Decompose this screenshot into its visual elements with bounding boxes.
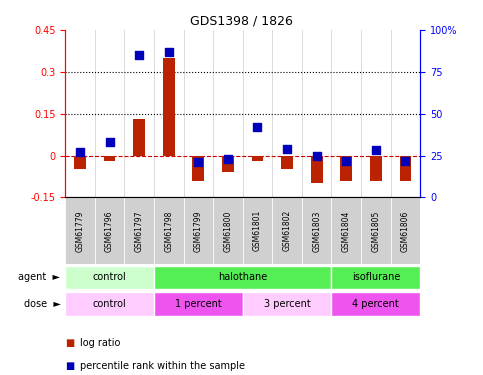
Bar [65, 266, 154, 289]
Text: ■: ■ [65, 338, 74, 348]
FancyBboxPatch shape [154, 197, 184, 264]
Text: agent  ►: agent ► [18, 272, 60, 282]
FancyBboxPatch shape [213, 197, 242, 264]
Text: 4 percent: 4 percent [353, 299, 399, 309]
Text: GSM61805: GSM61805 [371, 210, 380, 252]
Bar [163, 58, 175, 156]
FancyBboxPatch shape [361, 197, 391, 264]
Bar [222, 156, 234, 172]
Point [224, 156, 232, 162]
Text: GSM61796: GSM61796 [105, 210, 114, 252]
Point [372, 147, 380, 153]
Bar [192, 156, 204, 181]
FancyBboxPatch shape [272, 197, 302, 264]
FancyBboxPatch shape [95, 197, 125, 264]
Text: GSM61804: GSM61804 [342, 210, 351, 252]
Bar [74, 156, 86, 170]
Point [401, 158, 409, 164]
FancyBboxPatch shape [242, 197, 272, 264]
Text: GSM61802: GSM61802 [283, 210, 292, 251]
Point [195, 159, 202, 165]
FancyBboxPatch shape [331, 197, 361, 264]
Point [254, 124, 261, 130]
Text: halothane: halothane [218, 272, 267, 282]
Text: control: control [93, 272, 127, 282]
Point [165, 49, 172, 55]
Text: log ratio: log ratio [80, 338, 120, 348]
Text: percentile rank within the sample: percentile rank within the sample [80, 361, 245, 370]
Text: control: control [93, 299, 127, 309]
Text: GSM61801: GSM61801 [253, 210, 262, 251]
Point [313, 153, 321, 159]
Bar [341, 156, 352, 181]
Point [135, 52, 143, 58]
Text: 3 percent: 3 percent [264, 299, 311, 309]
Bar [242, 292, 331, 315]
Bar [104, 156, 115, 161]
Bar [133, 119, 145, 156]
Point [283, 146, 291, 152]
Text: isoflurane: isoflurane [352, 272, 400, 282]
Text: 1 percent: 1 percent [175, 299, 222, 309]
Bar [281, 156, 293, 170]
Point [76, 149, 84, 155]
Bar [331, 292, 420, 315]
Bar [252, 156, 263, 161]
FancyBboxPatch shape [302, 197, 331, 264]
Bar [311, 156, 323, 183]
Bar [399, 156, 412, 181]
FancyBboxPatch shape [391, 197, 420, 264]
Point [342, 158, 350, 164]
Bar [65, 292, 154, 315]
FancyBboxPatch shape [65, 197, 95, 264]
Bar [154, 292, 243, 315]
Text: GSM61799: GSM61799 [194, 210, 203, 252]
Text: ■: ■ [65, 361, 74, 370]
Bar [154, 266, 331, 289]
Text: GSM61803: GSM61803 [312, 210, 321, 252]
Text: GSM61797: GSM61797 [135, 210, 143, 252]
Text: GSM61798: GSM61798 [164, 210, 173, 252]
FancyBboxPatch shape [184, 197, 213, 264]
Text: GSM61800: GSM61800 [224, 210, 232, 252]
FancyBboxPatch shape [125, 197, 154, 264]
Text: GSM61779: GSM61779 [75, 210, 85, 252]
Bar [370, 156, 382, 181]
Text: GSM61806: GSM61806 [401, 210, 410, 252]
Text: GDS1398 / 1826: GDS1398 / 1826 [190, 15, 293, 28]
Point [106, 139, 114, 145]
Bar [331, 266, 420, 289]
Text: dose  ►: dose ► [24, 299, 60, 309]
